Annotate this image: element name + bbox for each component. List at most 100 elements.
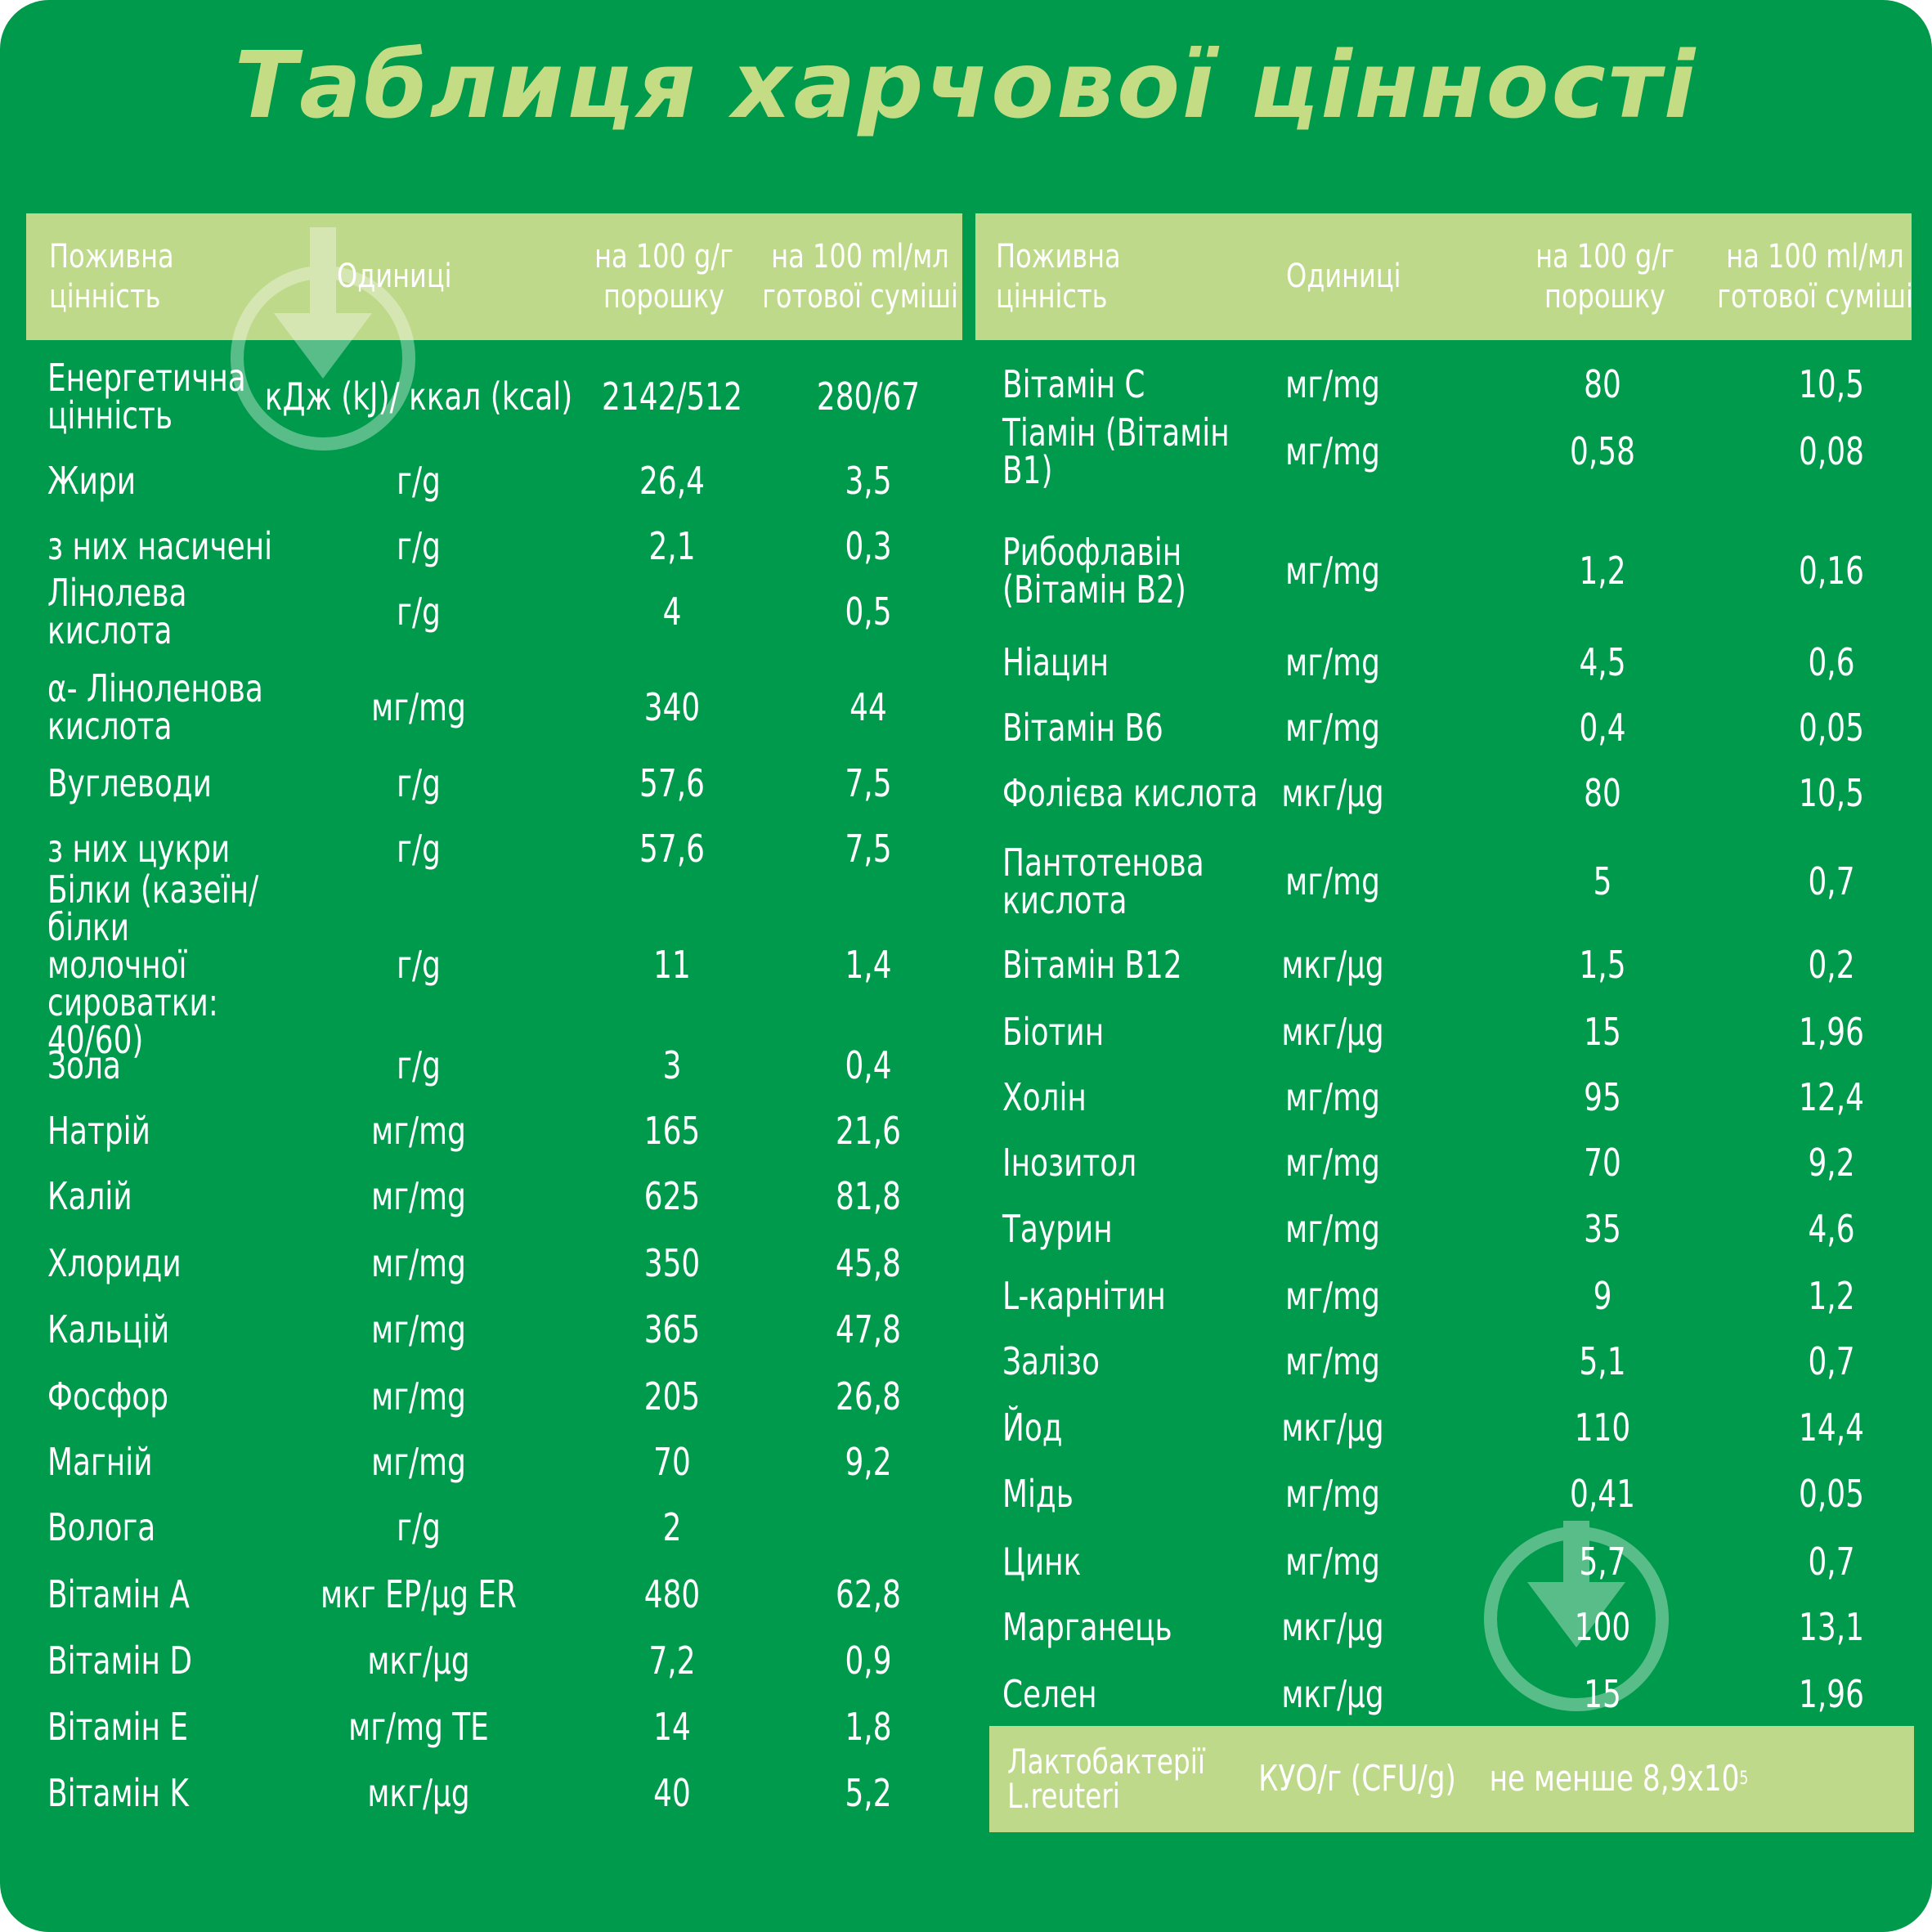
nutrient-name: Білки (казеїн/білки молочної сироватки: … <box>47 867 259 1062</box>
nutrient-unit: г/g <box>397 1505 441 1549</box>
nutrient-unit: мг/mg <box>1285 362 1380 406</box>
right-table-header: Поживна цінність Одиниці на 100 g/г поро… <box>975 213 1913 340</box>
table-row: Лінолева кислота г/g 4 0,5 <box>26 571 966 652</box>
table-row: Йод мкг/µg 110 14,4 <box>981 1395 1921 1460</box>
value-per-100ml: 1,96 <box>1799 1672 1864 1716</box>
nutrient-name: Марганець <box>1002 1605 1172 1649</box>
value-per-100g: 70 <box>1584 1141 1621 1185</box>
nutrient-unit: мкг/µg <box>367 1638 470 1683</box>
value-per-100ml: 4,6 <box>1808 1207 1855 1251</box>
value-per-100g: 35 <box>1584 1207 1621 1251</box>
value-per-100g: 625 <box>643 1174 701 1218</box>
header-nutrient: Поживна цінність <box>49 237 174 316</box>
nutrient-name: Вітамін А <box>47 1572 190 1616</box>
nutrient-unit: мг/mg <box>371 1440 466 1484</box>
value-per-100g: 165 <box>643 1109 701 1153</box>
value-per-100g: 2 <box>662 1505 682 1549</box>
nutrient-name: Інозитол <box>1002 1141 1137 1185</box>
value-per-100ml: 0,08 <box>1799 429 1864 473</box>
value-per-100g: 2,1 <box>648 524 696 568</box>
nutrient-name: Тіамін (Вітамін В1) <box>1002 410 1230 492</box>
table-row: Фосфор мг/mg 205 26,8 <box>26 1365 966 1428</box>
value-per-100ml: 0,5 <box>845 589 892 634</box>
nutrient-unit: мг/mg <box>1285 1472 1380 1516</box>
value-per-100ml: 280/67 <box>816 374 921 419</box>
value-per-100g: 0,4 <box>1579 706 1626 750</box>
table-row: Кальцій мг/mg 365 47,8 <box>26 1298 966 1360</box>
value-per-100g: 2142/512 <box>602 374 742 419</box>
left-table-header: Поживна цінність Одиниці на 100 g/г поро… <box>26 213 962 340</box>
value-per-100g: 1,2 <box>1579 548 1626 593</box>
table-row: Залізо мг/mg 5,1 0,7 <box>981 1329 1921 1394</box>
nutrient-name: Волога <box>47 1505 156 1549</box>
probiotic-value: не менше 8,9х10 5 <box>1485 1726 1753 1832</box>
header-units: Одиниці <box>337 258 452 296</box>
value-per-100ml: 7,5 <box>845 761 892 805</box>
nutrient-name: Рибофлавін (Вітамін В2) <box>1002 529 1186 612</box>
nutrient-name: Холін <box>1002 1075 1087 1119</box>
nutrient-unit: мг/mg <box>1285 1274 1380 1318</box>
value-per-100ml: 0,05 <box>1799 706 1864 750</box>
value-per-100ml: 1,96 <box>1799 1010 1864 1054</box>
value-per-100ml: 1,8 <box>845 1705 892 1749</box>
probiotic-unit: КУО/г (CFU/g) <box>1258 1758 1456 1800</box>
nutrient-name: з них насичені <box>47 524 273 568</box>
table-row: з них цукри г/g 57,6 7,5 <box>26 818 966 880</box>
value-per-100g: 100 <box>1574 1605 1631 1649</box>
value-per-100ml: 12,4 <box>1799 1075 1864 1119</box>
header-per-100g: на 100 g/г порошку <box>1535 237 1674 316</box>
nutrient-name: Цинк <box>1002 1540 1082 1584</box>
value-per-100ml <box>773 1496 964 1558</box>
value-per-100g: 80 <box>1584 771 1621 815</box>
nutrient-name: Ніацин <box>1002 640 1109 684</box>
table-row: Вуглеводи г/g 57,6 7,5 <box>26 752 966 814</box>
nutrient-unit: мкг/µg <box>1281 771 1384 815</box>
nutrient-name: Селен <box>1002 1672 1097 1716</box>
nutrient-unit: мкг/µg <box>1281 1672 1384 1716</box>
value-per-100ml: 9,2 <box>1808 1141 1855 1185</box>
table-row: L-карнітин мг/mg 9 1,2 <box>981 1263 1921 1329</box>
nutrient-unit: мг/mg <box>1285 1339 1380 1383</box>
value-per-100ml: 47,8 <box>836 1307 901 1352</box>
nutrient-name: Лінолева кислота <box>47 571 187 652</box>
nutrient-unit: мг/mg <box>1285 858 1380 903</box>
nutrient-unit: мг/mg <box>371 1374 466 1419</box>
table-row: Енергетична цінність кДж (kJ)/ ккал (kcal… <box>26 356 966 437</box>
nutrient-unit: кДж (kJ)/ ккал (kcal) <box>264 374 573 419</box>
page-title: Таблиця харчової цінності <box>234 33 1698 139</box>
nutrient-name: Вітамін K <box>47 1771 189 1815</box>
nutrient-name: Вітамін D <box>47 1638 193 1683</box>
nutrient-name: Вітамін В6 <box>1002 706 1163 750</box>
table-row: Магній мг/mg 70 9,2 <box>26 1431 966 1493</box>
value-per-100g: 350 <box>643 1241 701 1285</box>
table-row: Таурин мг/mg 35 4,6 <box>981 1196 1921 1262</box>
probiotic-row: Лактобактерії L.reuteri КУО/г (CFU/g) не… <box>989 1726 1914 1832</box>
nutrient-name: Біотин <box>1002 1010 1105 1054</box>
value-per-100g: 14 <box>653 1705 691 1749</box>
table-row: Марганець мкг/µg 100 13,1 <box>981 1594 1921 1660</box>
value-per-100ml: 44 <box>849 685 887 729</box>
table-row: Вітамін В12 мкг/µg 1,5 0,2 <box>981 932 1921 997</box>
nutrient-unit: мкг/µg <box>1281 1605 1384 1649</box>
value-per-100ml: 0,9 <box>845 1638 892 1683</box>
value-per-100ml: 3,5 <box>845 459 892 503</box>
value-per-100ml: 1,4 <box>845 943 892 987</box>
table-row: Хлориди мг/mg 350 45,8 <box>26 1232 966 1294</box>
nutrient-unit: мг/mg <box>1285 429 1380 473</box>
table-row: Вітамін А мкг ЕР/µg ER 480 62,8 <box>26 1563 966 1625</box>
value-per-100g: 480 <box>643 1572 701 1616</box>
nutrient-name: Вітамін E <box>47 1705 189 1749</box>
table-row: Вітамін В6 мг/mg 0,4 0,05 <box>981 695 1921 760</box>
table-row: Натрій мг/mg 165 21,6 <box>26 1100 966 1162</box>
table-row: Цинк мг/mg 5,7 0,7 <box>981 1529 1921 1594</box>
table-row: Пантотенова кислота мг/mg 5 0,7 <box>981 834 1921 928</box>
nutrient-name: Хлориди <box>47 1241 182 1285</box>
table-row: з них насичені г/g 2,1 0,3 <box>26 515 966 577</box>
table-row: Інозитол мг/mg 70 9,2 <box>981 1130 1921 1195</box>
value-per-100g: 40 <box>653 1771 691 1815</box>
nutrient-unit: мг/mg <box>1285 1540 1380 1584</box>
value-per-100g: 0,41 <box>1570 1472 1635 1516</box>
table-row: Мідь мг/mg 0,41 0,05 <box>981 1461 1921 1526</box>
value-per-100ml: 0,05 <box>1799 1472 1864 1516</box>
value-per-100g: 4 <box>662 589 682 634</box>
